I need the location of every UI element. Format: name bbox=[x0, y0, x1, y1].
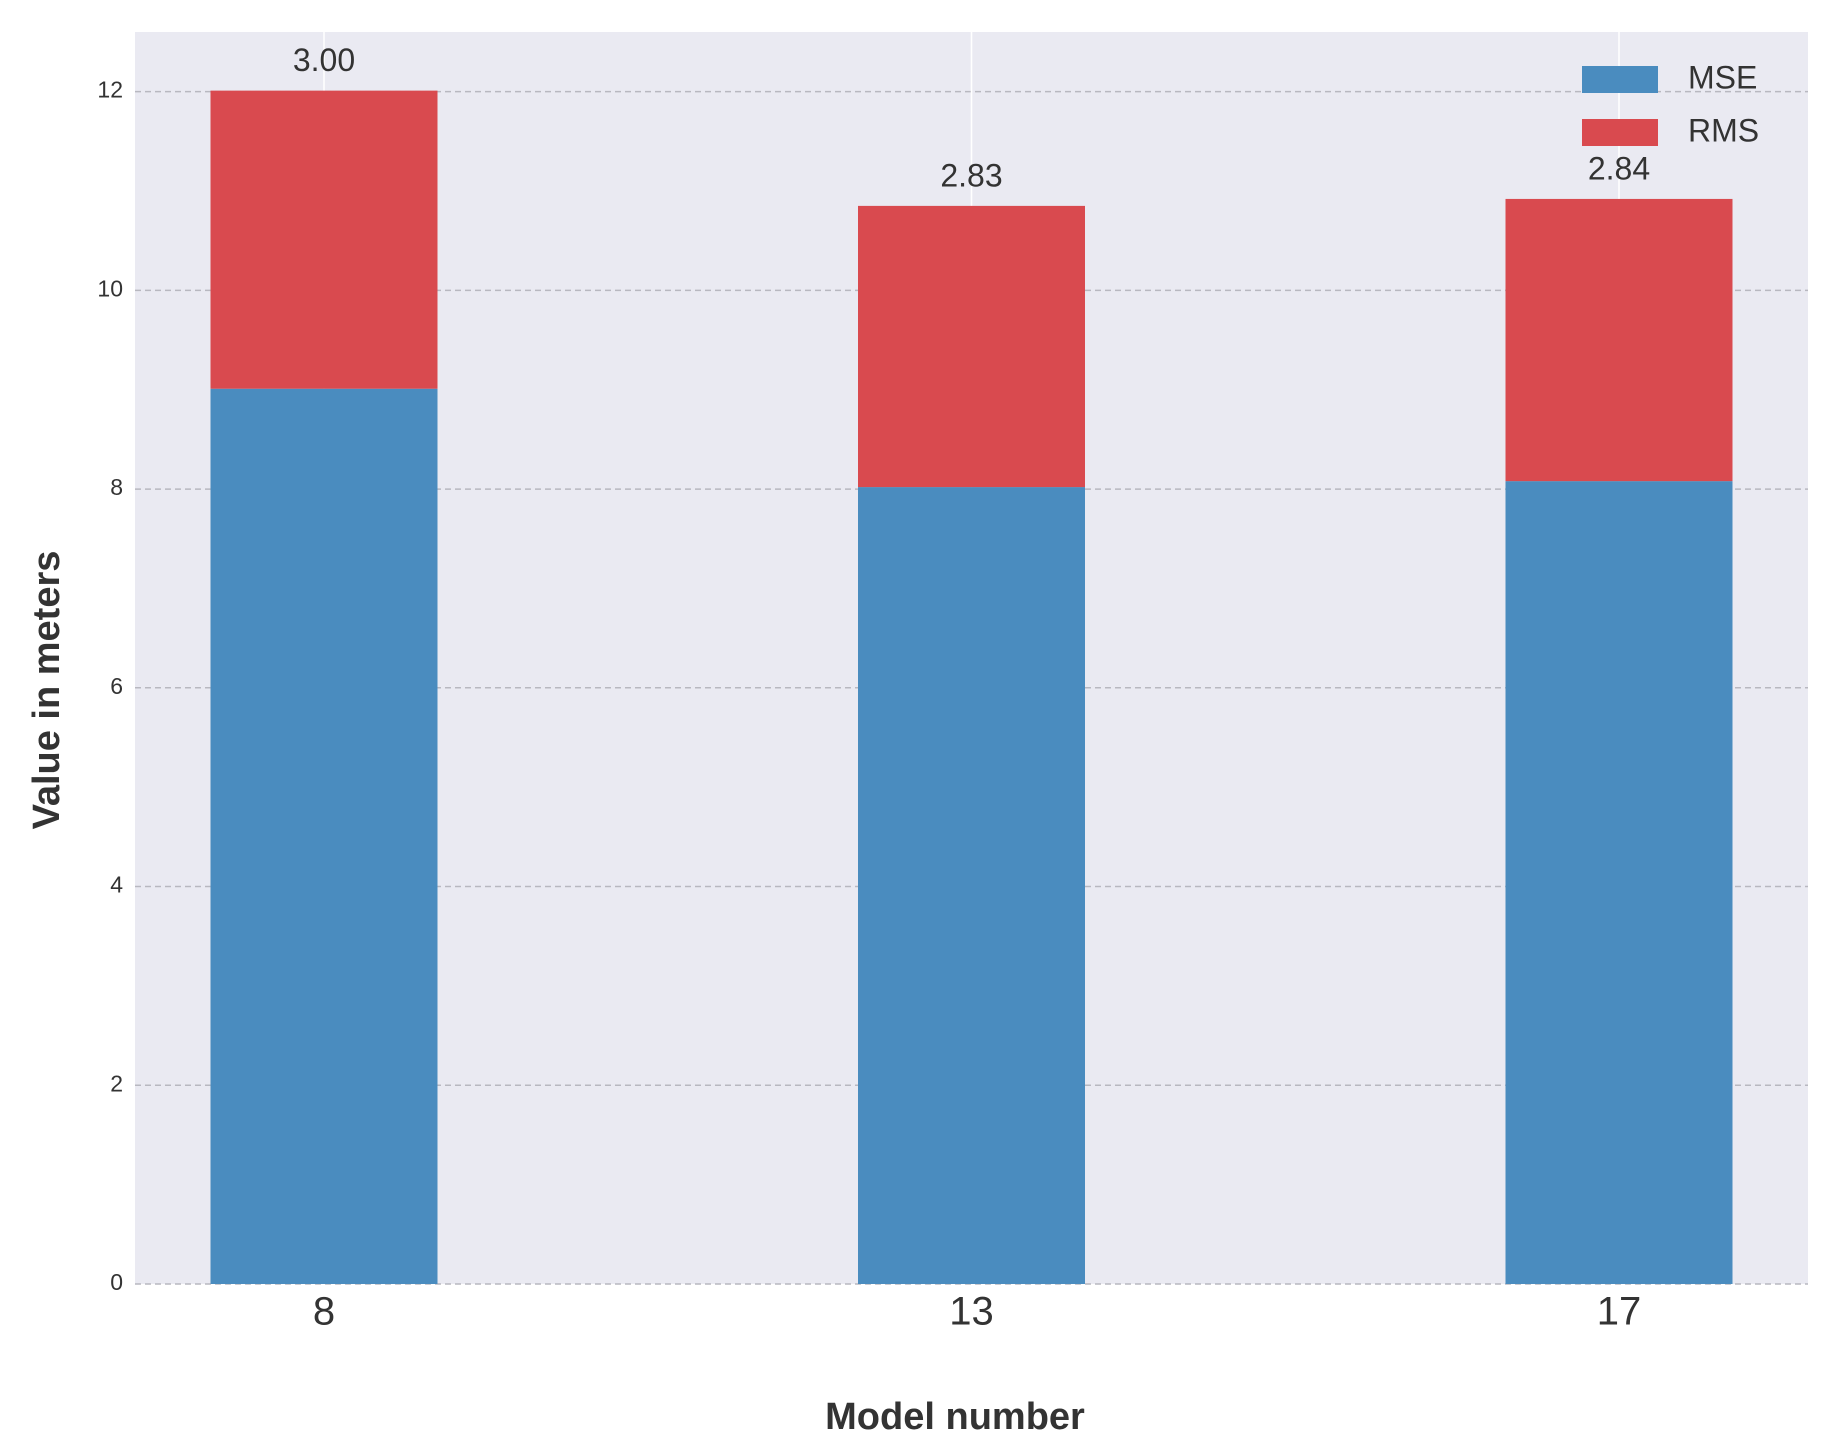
bar-segment bbox=[858, 487, 1085, 1285]
bar-segment bbox=[210, 388, 438, 1284]
x-tick-label: 8 bbox=[313, 1290, 335, 1334]
data-label: 2.83 bbox=[940, 157, 1002, 193]
x-tick-label: 13 bbox=[949, 1290, 994, 1334]
bar-segment bbox=[210, 90, 438, 389]
data-label: 2.84 bbox=[1588, 150, 1650, 186]
bar-segment bbox=[1505, 198, 1733, 482]
y-tick-label: 2 bbox=[110, 1070, 123, 1096]
data-label: 3.00 bbox=[293, 42, 355, 78]
y-tick-label: 6 bbox=[110, 673, 123, 699]
legend-swatch bbox=[1582, 66, 1658, 93]
y-tick-label: 10 bbox=[97, 275, 123, 301]
y-tick-label: 4 bbox=[110, 872, 123, 898]
bar-segment bbox=[1505, 481, 1733, 1285]
y-tick-label: 0 bbox=[110, 1269, 123, 1295]
legend-swatch bbox=[1582, 119, 1658, 146]
legend-label: RMS bbox=[1688, 112, 1759, 148]
x-axis-label: Model number bbox=[825, 1396, 1085, 1438]
y-tick-label: 12 bbox=[97, 77, 123, 103]
legend-label: MSE bbox=[1688, 59, 1757, 95]
y-tick-label: 8 bbox=[110, 474, 123, 500]
x-tick-label: 17 bbox=[1597, 1290, 1642, 1334]
bar-segment bbox=[858, 205, 1085, 488]
y-axis-label: Value in meters bbox=[26, 551, 68, 830]
